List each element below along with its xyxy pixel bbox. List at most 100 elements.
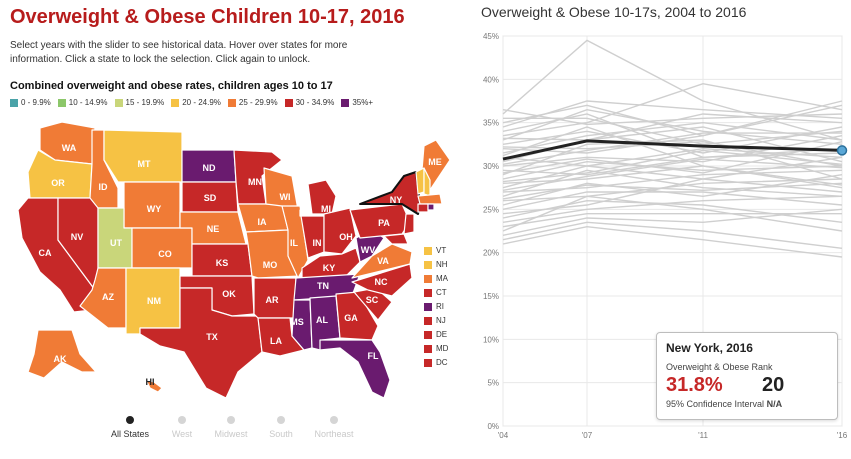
state-VT-shape[interactable] [415, 167, 425, 195]
state-series-line [502, 208, 843, 237]
small-state-DC[interactable]: DC [424, 358, 470, 367]
state-FL[interactable] [319, 339, 391, 399]
state-label-TX: TX [206, 332, 218, 342]
small-state-swatch [424, 260, 432, 269]
small-state-NJ[interactable]: NJ [424, 316, 470, 325]
state-series-line [502, 141, 843, 167]
y-tick-label: 10% [483, 335, 499, 344]
small-state-swatch [424, 316, 432, 325]
state-series-line [502, 212, 842, 228]
legend-swatch [171, 98, 180, 107]
state-series-line [502, 191, 843, 211]
legend-item: 15 - 19.9% [114, 98, 164, 107]
map-subtitle: Combined overweight and obese rates, chi… [10, 80, 333, 92]
small-state-VT[interactable]: VT [424, 246, 470, 255]
state-label-IN: IN [313, 238, 322, 248]
state-series-line [502, 182, 843, 200]
y-tick-label: 25% [483, 205, 499, 214]
y-tick-label: 15% [483, 292, 499, 301]
small-state-RI[interactable]: RI [424, 302, 470, 311]
small-state-MA[interactable]: MA [424, 274, 470, 283]
y-tick-label: 35% [483, 119, 499, 128]
slider-stop[interactable] [277, 416, 285, 424]
small-state-NH[interactable]: NH [424, 260, 470, 269]
region-label[interactable]: Northeast [314, 429, 354, 439]
state-TX[interactable] [139, 287, 263, 399]
state-label-PA: PA [378, 218, 390, 228]
state-label-KS: KS [216, 258, 229, 268]
small-state-DE[interactable]: DE [424, 330, 470, 339]
state-HI[interactable] [145, 379, 163, 393]
state-label-TN: TN [317, 281, 329, 291]
state-MS[interactable] [291, 299, 313, 351]
state-label-WI: WI [280, 192, 291, 202]
state-AK[interactable] [27, 329, 97, 379]
small-state-swatch [424, 330, 432, 339]
state-WI[interactable] [263, 167, 299, 211]
small-state-swatch [424, 288, 432, 297]
small-state-swatch [424, 274, 432, 283]
region-label[interactable]: West [171, 429, 193, 439]
state-label-AL: AL [316, 315, 328, 325]
state-label-AZ: AZ [102, 292, 114, 302]
legend-item: 25 - 29.9% [227, 98, 278, 107]
state-MA-shape[interactable] [417, 193, 443, 205]
state-series-line [502, 108, 843, 126]
state-label-NM: NM [147, 296, 161, 306]
state-series-line [502, 113, 843, 141]
state-MN[interactable] [233, 149, 283, 205]
region-label[interactable]: All States [110, 429, 150, 439]
state-MD-shape[interactable] [383, 233, 409, 245]
small-state-CT[interactable]: CT [424, 288, 470, 297]
state-label-CO: CO [158, 249, 172, 259]
color-legend: 0 - 9.9% 10 - 14.9% 15 - 19.9% 20 - 24.9… [10, 98, 380, 107]
state-label-AK: AK [54, 354, 67, 364]
state-IN[interactable] [299, 209, 325, 259]
slider-stop[interactable] [330, 416, 338, 424]
state-MI[interactable] [307, 179, 337, 215]
state-label-OR: OR [51, 178, 65, 188]
state-CO[interactable] [131, 227, 193, 269]
y-tick-label: 20% [483, 249, 499, 258]
trend-line-chart: 0% 5% 10% 15% 20% 25% 30% 35% 40% 45% '04 '07 '11 '16 [483, 32, 848, 440]
y-tick-label: 45% [483, 32, 499, 41]
state-label-SD: SD [204, 193, 217, 203]
slider-stop[interactable] [227, 416, 235, 424]
state-CT-shape[interactable] [417, 203, 429, 213]
y-tick-label: 30% [483, 162, 499, 171]
highlight-series-line [502, 139, 843, 161]
state-NJ-shape[interactable] [403, 213, 415, 235]
state-label-MN: MN [248, 177, 262, 187]
small-state-swatch [424, 344, 432, 353]
state-series-line [502, 132, 842, 165]
slider-stop[interactable] [178, 416, 186, 424]
state-label-AR: AR [266, 295, 279, 305]
slider-stop[interactable] [126, 416, 134, 424]
legend-item: 30 - 34.9% [284, 98, 334, 107]
region-label[interactable]: South [269, 429, 293, 439]
state-label-IA: IA [258, 217, 268, 227]
state-label-VA: VA [377, 256, 389, 266]
legend-item: 10 - 14.9% [57, 98, 108, 107]
x-tick-label: '04 [498, 431, 509, 440]
state-NC[interactable] [351, 263, 413, 297]
chart-title: Overweight & Obese 10-17s, 2004 to 2016 [481, 4, 747, 20]
highlight-point [836, 145, 848, 156]
state-label-ME: ME [428, 157, 442, 167]
small-state-MD[interactable]: MD [424, 344, 470, 353]
state-label-NC: NC [375, 277, 388, 287]
state-OH[interactable] [323, 207, 357, 255]
state-series-line [502, 178, 843, 215]
state-label-CA: CA [39, 248, 52, 258]
legend-item: 20 - 24.9% [171, 98, 221, 107]
state-VA[interactable] [351, 243, 413, 279]
tooltip-title: New York, 2016 [666, 341, 753, 355]
state-series-line [502, 221, 843, 250]
small-state-swatch [424, 358, 432, 367]
region-label[interactable]: Midwest [214, 429, 248, 439]
x-tick-label: '16 [837, 431, 848, 440]
state-RI-shape[interactable] [427, 203, 435, 211]
x-tick-label: '11 [698, 431, 708, 440]
state-MT[interactable] [103, 129, 183, 183]
small-state-swatch [424, 302, 432, 311]
